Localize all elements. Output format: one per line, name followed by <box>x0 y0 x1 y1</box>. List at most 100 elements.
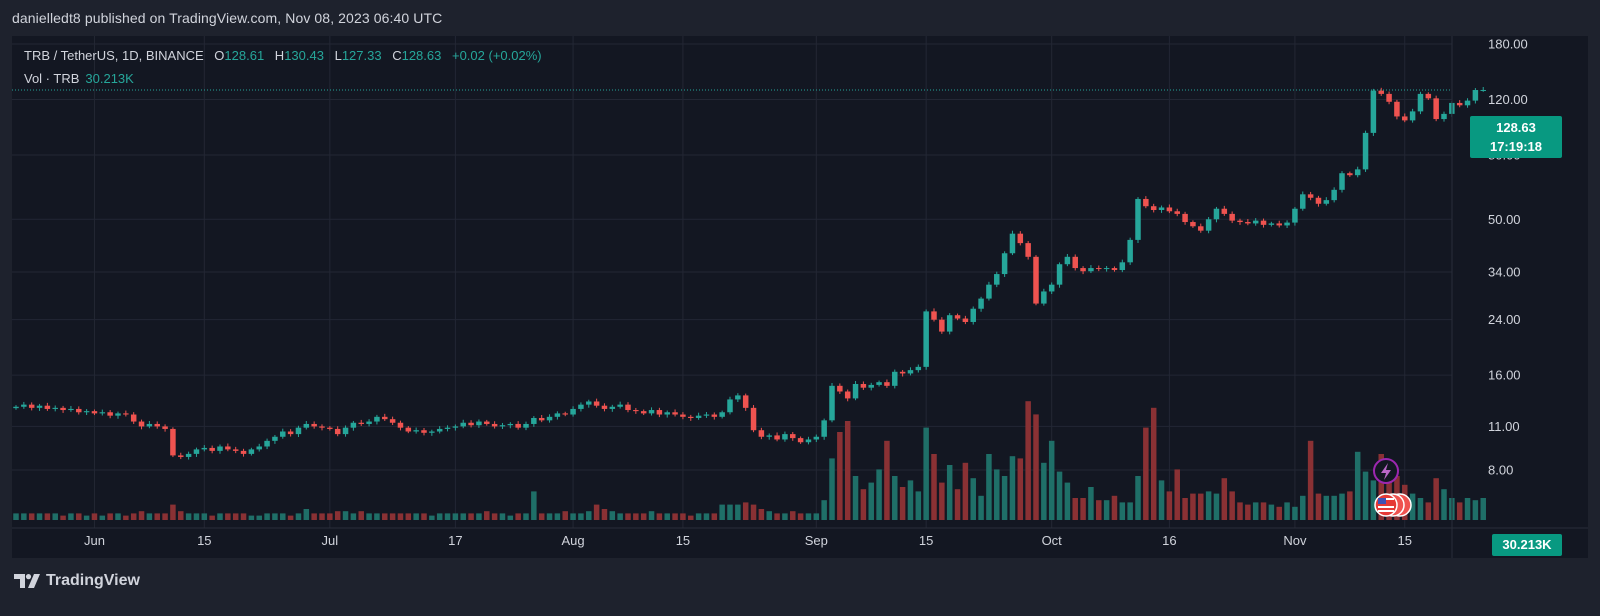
volume-bar <box>813 513 820 520</box>
volume-bar <box>954 489 961 520</box>
volume-label[interactable]: Vol · TRB <box>24 71 80 86</box>
symbol-label[interactable]: TRB / TetherUS, 1D, BINANCE <box>24 48 204 63</box>
volume-bar <box>287 515 294 520</box>
candle-body <box>444 427 451 429</box>
candle-body <box>884 382 890 386</box>
candle-body <box>782 434 788 440</box>
volume-bar <box>1072 498 1078 520</box>
candle-body <box>609 406 616 409</box>
candle-body <box>52 407 58 409</box>
volume-bar <box>672 513 678 520</box>
volume-bar <box>1190 493 1196 520</box>
candle-body <box>436 428 443 432</box>
candle-body <box>915 366 922 371</box>
volume-bar <box>774 513 780 520</box>
candle-body <box>601 405 608 409</box>
candle-body <box>342 427 349 435</box>
lightning-icon[interactable] <box>1373 458 1399 484</box>
volume-bar <box>868 482 874 520</box>
candle-body <box>405 427 412 432</box>
volume-legend[interactable]: Vol · TRB 30.213K <box>24 71 134 86</box>
candle-body <box>1025 243 1031 257</box>
volume-bar <box>1033 414 1039 520</box>
volume-bar <box>154 513 160 520</box>
volume-bar <box>1025 401 1031 520</box>
volume-bar <box>907 480 914 520</box>
volume-bar <box>366 513 372 520</box>
candle-body <box>672 412 678 415</box>
candle-body <box>1417 93 1424 112</box>
volume-bar <box>225 513 231 520</box>
volume-bar <box>13 513 19 520</box>
candlestick-chart[interactable]: 180.00120.0080.0050.0034.0024.0016.0011.… <box>12 36 1588 558</box>
volume-bar <box>625 513 631 520</box>
candle-body <box>1009 233 1016 254</box>
candle-body <box>1221 208 1228 214</box>
candle-body <box>1354 169 1361 176</box>
candle-body <box>44 405 51 409</box>
volume-bar <box>1252 502 1259 520</box>
candle-body <box>1111 268 1118 271</box>
candle-body <box>907 370 914 374</box>
candle-body <box>115 413 121 416</box>
volume-bar <box>758 509 765 520</box>
volume-bar <box>185 513 192 520</box>
volume-bar <box>146 513 153 520</box>
candle-body <box>962 318 969 322</box>
candle-body <box>468 422 474 426</box>
candle-body <box>130 414 137 422</box>
candle-body <box>311 423 317 427</box>
candle-body <box>1284 222 1290 226</box>
volume-bar <box>790 511 796 520</box>
volume-bar <box>892 476 898 520</box>
candle-body <box>413 430 419 432</box>
volume-bar <box>860 489 867 520</box>
candle-body <box>319 426 325 428</box>
volume-bar <box>52 513 58 520</box>
candle-body <box>248 449 255 454</box>
volume-bar <box>1064 482 1071 520</box>
candle-body <box>946 315 953 332</box>
candle-body <box>931 311 937 320</box>
volume-bar <box>680 513 686 520</box>
candle-body <box>978 298 984 309</box>
candle-body <box>107 412 113 416</box>
candle-body <box>1190 222 1196 227</box>
candle-body <box>476 421 482 426</box>
candle-body <box>162 426 168 429</box>
volume-bar <box>946 465 953 520</box>
tradingview-logo[interactable]: TradingView <box>14 572 140 590</box>
candle-body <box>1386 93 1392 102</box>
volume-bar <box>444 513 451 520</box>
volume-bar <box>1354 451 1361 520</box>
candle-body <box>146 423 153 427</box>
candle-body <box>91 411 98 414</box>
candle-body <box>60 407 66 411</box>
volume-bar <box>648 511 655 520</box>
us-flag-icon[interactable] <box>1374 493 1412 517</box>
ohlc-legend[interactable]: TRB / TetherUS, 1D, BINANCE O128.61 H130… <box>24 48 542 63</box>
candle-body <box>735 395 741 400</box>
candle-body <box>766 435 772 437</box>
volume-bar <box>719 504 725 520</box>
chart-panel[interactable]: 180.00120.0080.0050.0034.0024.0016.0011.… <box>12 36 1588 558</box>
volume-bar <box>633 513 639 520</box>
candle-body <box>1198 226 1204 231</box>
low-value: 127.33 <box>341 48 382 63</box>
volume-bar <box>1472 500 1479 520</box>
candle-body <box>1394 101 1400 117</box>
x-tick-label: Sep <box>805 533 828 548</box>
candle-body <box>397 422 404 428</box>
volume-bar <box>1370 480 1377 520</box>
candle-body <box>1127 239 1133 263</box>
volume-bar <box>107 513 113 520</box>
volume-bar <box>1103 500 1110 520</box>
event-markers[interactable] <box>1373 458 1412 517</box>
volume-bar <box>970 478 976 520</box>
candle-body <box>703 414 710 416</box>
candle-body <box>499 425 506 427</box>
y-tick-label: 120.00 <box>1488 92 1528 107</box>
x-tick-label: 17 <box>448 533 462 548</box>
candle-body <box>123 413 129 415</box>
candle-body <box>1033 256 1039 304</box>
